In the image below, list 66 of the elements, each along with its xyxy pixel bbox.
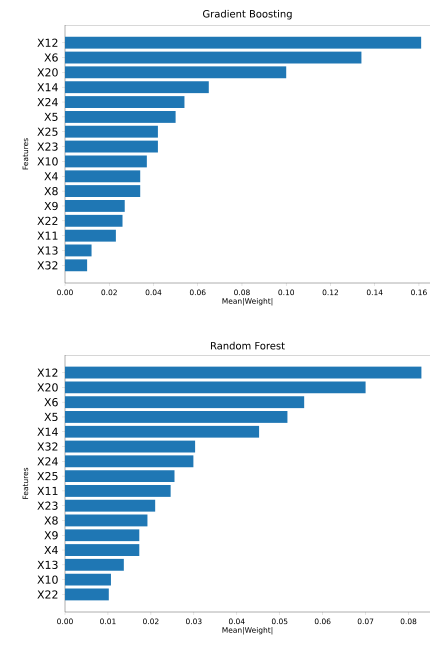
y-tick-label: X10 <box>37 157 58 166</box>
chart-title: Random Forest <box>210 342 285 350</box>
bar <box>65 544 140 556</box>
y-tick-label: X20 <box>37 68 58 76</box>
bar <box>65 52 362 64</box>
y-tick-label: X23 <box>37 142 58 151</box>
bar <box>65 426 260 438</box>
bar <box>65 529 140 542</box>
chart-title: Gradient Boosting <box>203 10 292 20</box>
y-tick-label: X11 <box>37 232 58 240</box>
bar <box>65 396 304 408</box>
bar <box>65 411 288 423</box>
y-tick-label: X24 <box>37 457 58 466</box>
y-tick-label: X8 <box>44 516 58 525</box>
y-tick-label: X9 <box>44 531 58 540</box>
bar <box>65 381 366 394</box>
bar <box>65 214 123 227</box>
y-tick-label: X9 <box>44 202 58 210</box>
bar <box>65 126 158 138</box>
y-tick-label: X12 <box>37 38 58 47</box>
y-tick-label: X20 <box>37 383 58 392</box>
y-tick-label: X13 <box>37 246 58 255</box>
y-tick-label: X25 <box>37 128 58 136</box>
y-tick-label: X11 <box>37 486 58 495</box>
bar <box>65 558 124 571</box>
y-tick-label: X13 <box>37 560 58 569</box>
y-tick-label: X4 <box>44 172 58 180</box>
bar <box>65 230 116 242</box>
y-tick-label: X4 <box>44 546 58 554</box>
y-tick-label: X24 <box>37 98 58 106</box>
bar <box>65 484 171 497</box>
bar <box>65 155 147 168</box>
bar <box>65 470 174 482</box>
y-tick-label: X22 <box>37 590 58 598</box>
y-tick-label: X6 <box>44 53 58 62</box>
bar <box>65 200 125 212</box>
bar <box>65 259 88 272</box>
bar <box>65 455 194 468</box>
bar <box>65 110 176 123</box>
bar <box>65 36 422 49</box>
y-tick-label: X23 <box>37 502 58 510</box>
y-tick-label: X6 <box>44 398 58 406</box>
y-tick-label: X5 <box>44 412 58 422</box>
y-tick-label: X25 <box>37 472 58 480</box>
y-tick-label: X8 <box>44 186 58 196</box>
bar <box>65 440 196 452</box>
bar <box>65 66 286 78</box>
y-tick-label: X32 <box>37 261 58 270</box>
bar <box>65 81 209 94</box>
bar <box>65 170 140 182</box>
y-tick-label: X10 <box>37 575 58 584</box>
y-tick-label: X5 <box>44 112 58 121</box>
y-tick-label: X32 <box>37 442 58 451</box>
y-tick-label: X14 <box>37 83 58 92</box>
bar <box>65 574 111 586</box>
bar <box>65 366 422 379</box>
y-tick-label: X12 <box>37 368 58 377</box>
bar <box>65 140 158 153</box>
y-tick-label: X14 <box>37 428 58 436</box>
bar <box>65 96 184 108</box>
bar <box>65 244 92 256</box>
bar <box>65 588 109 600</box>
bar <box>65 185 140 198</box>
y-tick-label: X22 <box>37 216 58 225</box>
bar <box>65 514 148 526</box>
bar <box>65 500 156 512</box>
